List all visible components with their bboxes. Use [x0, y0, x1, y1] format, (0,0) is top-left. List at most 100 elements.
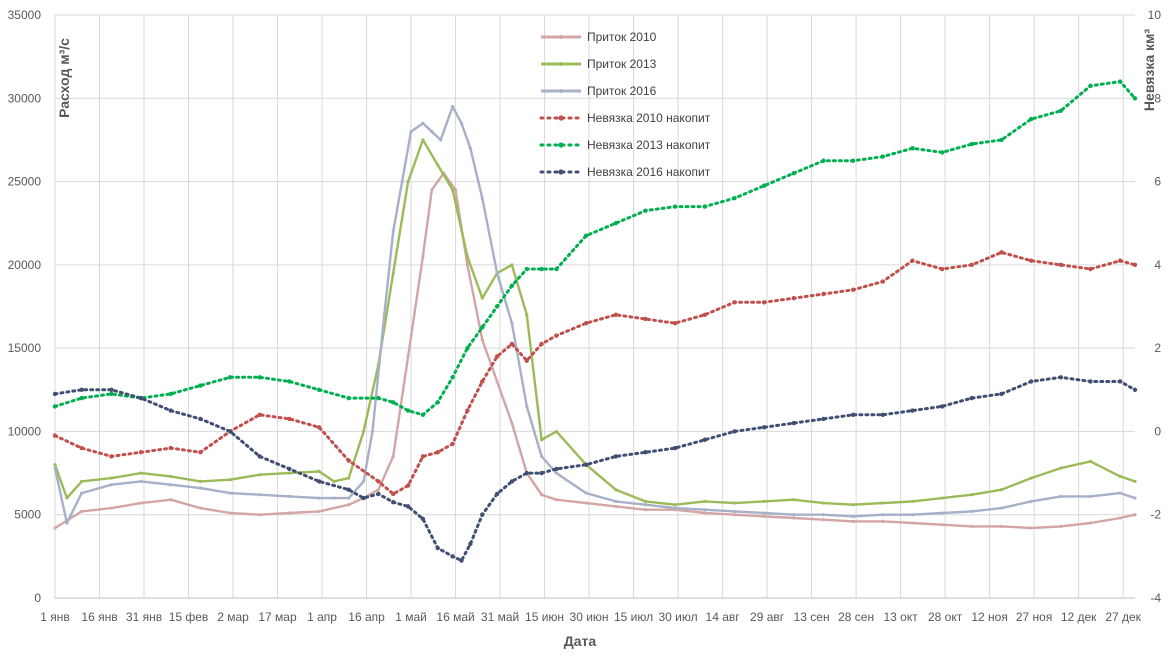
series-point [480, 325, 485, 330]
x-tick-label: 15 июн [525, 610, 564, 624]
series-point [1058, 108, 1064, 113]
series-point [453, 188, 458, 192]
series-point [406, 354, 410, 359]
y-right-tick-label: 6 [1154, 175, 1161, 189]
series-point [1029, 476, 1033, 480]
series-point [614, 488, 618, 492]
series-point [1058, 375, 1064, 380]
y-left-tick-label: 0 [34, 591, 41, 605]
series-point [1117, 79, 1123, 84]
y-right-tick-label: 8 [1154, 91, 1161, 105]
series-point [435, 400, 440, 405]
series-point [169, 498, 173, 502]
series-point [999, 391, 1004, 397]
series-point [1088, 379, 1093, 384]
x-tick-label: 13 сен [794, 610, 830, 624]
series-point [762, 499, 766, 503]
series-point [430, 130, 434, 134]
x-tick-label: 1 апр [307, 610, 337, 624]
series-point [391, 229, 395, 234]
series-point [791, 171, 796, 176]
legend-label: Невязка 2013 накопит [587, 138, 711, 152]
series-point [539, 470, 544, 476]
series-point [910, 146, 915, 151]
series-point [791, 420, 796, 426]
series-line [53, 80, 1137, 417]
series-point [346, 487, 351, 492]
series-point [509, 341, 515, 347]
series-point [480, 338, 484, 342]
x-tick-label: 30 июл [659, 610, 698, 624]
y-left-ticks: 0 5000 10000 15000 20000 25000 30000 35000 [8, 8, 42, 605]
series-point [347, 476, 351, 480]
series-point [970, 493, 974, 497]
series-point [732, 429, 737, 434]
series-point [287, 379, 292, 384]
series-point [53, 526, 57, 530]
series-point [376, 395, 381, 401]
series-point [316, 479, 322, 484]
legend-label: Приток 2010 [587, 30, 657, 44]
series-point [939, 150, 945, 155]
legend-label: Приток 2016 [587, 84, 657, 98]
legend-marker [558, 115, 564, 121]
x-tick-label: 2 мар [217, 610, 249, 624]
series-point [139, 471, 143, 475]
series-point [139, 479, 143, 483]
series-point [435, 545, 440, 551]
series-point [468, 541, 473, 547]
series-point [400, 179, 404, 184]
series-point [510, 421, 514, 425]
x-tick-label: 31 янв [126, 610, 162, 624]
legend-marker [559, 89, 563, 93]
x-tick-label: 12 ноя [971, 610, 1007, 624]
series-point [80, 509, 84, 513]
legend-label: Невязка 2016 накопит [587, 165, 711, 179]
series-point [1133, 513, 1137, 517]
series-lines [52, 79, 1138, 563]
series-point [382, 313, 386, 317]
series-point [361, 495, 366, 501]
series-point [643, 503, 648, 507]
series-point [940, 496, 944, 500]
series-point [52, 404, 58, 409]
series-point [52, 391, 58, 397]
x-tick-label: 29 авг [750, 610, 785, 624]
series-point [969, 141, 975, 147]
series-point [732, 196, 737, 201]
series-point [1029, 499, 1033, 503]
series-point [376, 491, 381, 497]
x-tick-label: 1 май [395, 610, 427, 624]
legend-marker [559, 62, 563, 66]
series-point [999, 250, 1004, 255]
series-point [361, 429, 366, 434]
series-point [421, 254, 425, 259]
x-tick-label: 13 окт [883, 610, 918, 624]
series-point [761, 183, 767, 188]
series-point [317, 509, 321, 513]
x-ticks: 1 янв 16 янв 31 янв 15 фев 2 мар 17 мар 1 апр 1… [40, 610, 1141, 624]
series-point [169, 483, 173, 487]
series-point [80, 479, 84, 483]
series-point [881, 513, 885, 517]
series-point [450, 105, 455, 109]
x-axis-title: Дата [564, 633, 597, 649]
series-point [613, 221, 618, 226]
series-point [287, 511, 291, 515]
y-left-tick-label: 25000 [8, 175, 42, 189]
series-point [1028, 258, 1034, 263]
series-point [198, 450, 203, 455]
series-point [821, 501, 826, 505]
series-point [539, 266, 544, 272]
x-tick-label: 27 дек [1105, 610, 1141, 624]
series-point [880, 412, 886, 417]
series-point [109, 387, 114, 392]
series-point [332, 479, 336, 483]
series-point [1059, 494, 1063, 498]
x-tick-label: 28 окт [928, 610, 963, 624]
legend-marker [558, 142, 564, 148]
series-point [198, 486, 202, 490]
series-point [910, 521, 915, 525]
series-point [316, 387, 322, 392]
series-point [257, 375, 262, 380]
